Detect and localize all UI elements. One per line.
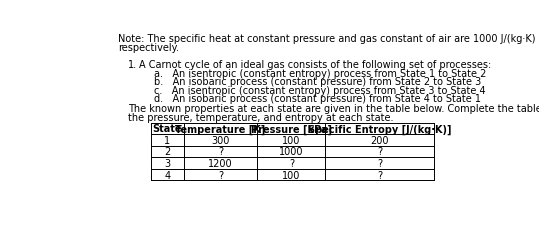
Text: ?: ? [218, 170, 223, 180]
Text: 4: 4 [164, 170, 170, 180]
Text: 200: 200 [370, 135, 389, 145]
Text: c.   An isentropic (constant entropy) process from State 3 to State 4: c. An isentropic (constant entropy) proc… [154, 86, 486, 96]
Text: 100: 100 [282, 170, 301, 180]
Text: a.   An isentropic (constant entropy) process from State 1 to State 2: a. An isentropic (constant entropy) proc… [154, 69, 487, 79]
Text: ?: ? [377, 147, 382, 157]
Text: 100: 100 [282, 135, 301, 145]
Text: respectively.: respectively. [118, 43, 179, 52]
Text: ?: ? [218, 147, 223, 157]
Text: the pressure, temperature, and entropy at each state.: the pressure, temperature, and entropy a… [128, 112, 393, 122]
Text: Specific Entropy [J/(kg·K)]: Specific Entropy [J/(kg·K)] [308, 124, 452, 134]
Text: Pressure [kPa]: Pressure [kPa] [251, 124, 332, 134]
Text: 1200: 1200 [208, 158, 233, 168]
Text: d.   An isobaric process (constant pressure) from State 4 to State 1: d. An isobaric process (constant pressur… [154, 94, 481, 104]
Text: ?: ? [377, 158, 382, 168]
Text: ?: ? [289, 158, 294, 168]
Text: A Carnot cycle of an ideal gas consists of the following set of processes:: A Carnot cycle of an ideal gas consists … [139, 59, 491, 69]
Text: 1.: 1. [128, 59, 137, 69]
Text: The known properties at each state are given in the table below. Complete the ta: The known properties at each state are g… [128, 103, 539, 113]
Text: 2: 2 [164, 147, 170, 157]
Text: Note: The specific heat at constant pressure and gas constant of air are 1000 J/: Note: The specific heat at constant pres… [118, 33, 539, 43]
Text: ?: ? [377, 170, 382, 180]
Text: 300: 300 [211, 135, 230, 145]
Text: b.   An isobaric process (constant pressure) from State 2 to State 3: b. An isobaric process (constant pressur… [154, 77, 481, 87]
Text: State: State [153, 124, 182, 134]
Text: 1: 1 [164, 135, 170, 145]
Text: 3: 3 [164, 158, 170, 168]
Text: 1000: 1000 [279, 147, 303, 157]
Text: Temperature [K]: Temperature [K] [175, 124, 266, 134]
